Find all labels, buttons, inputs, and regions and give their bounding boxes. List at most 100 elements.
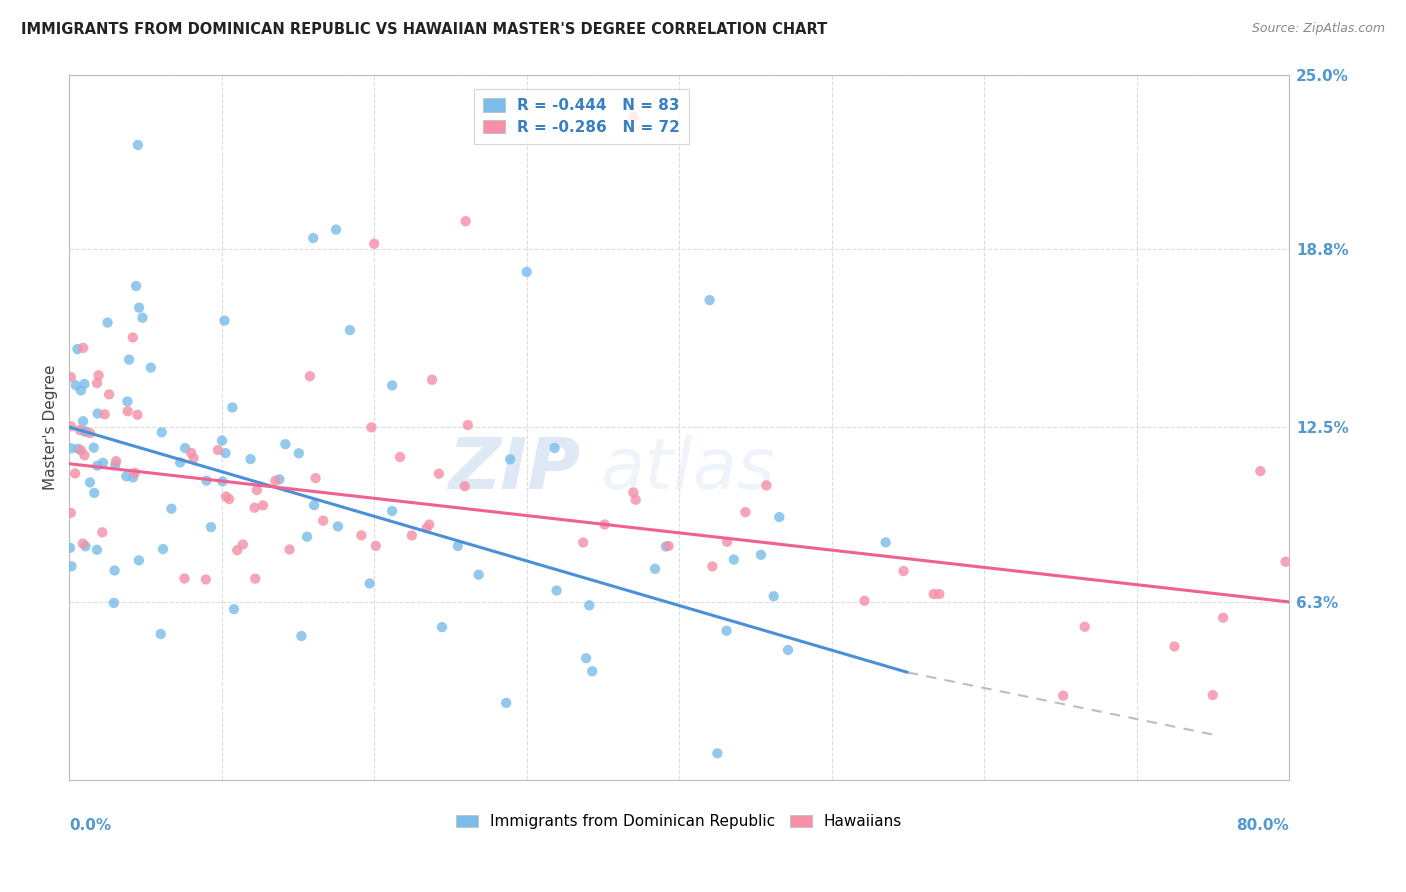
Point (418, 517, 440, 532)
Point (218, 492, 240, 507)
Point (381, 504, 404, 518)
Point (195, 474, 218, 488)
Point (1249, 464, 1271, 478)
Point (326, 519, 349, 533)
Point (427, 467, 450, 481)
Point (702, 559, 724, 574)
Point (59, 419, 82, 434)
Point (152, 542, 174, 557)
Point (245, 572, 267, 586)
Point (79, 425, 101, 440)
Point (495, 696, 517, 710)
Point (75, 425, 97, 439)
Point (131, 310, 153, 325)
Point (543, 441, 565, 455)
Point (755, 478, 778, 492)
Point (578, 599, 600, 613)
Point (194, 573, 217, 587)
Point (304, 471, 326, 485)
Point (86, 458, 108, 473)
Point (359, 576, 381, 591)
Point (1052, 689, 1074, 703)
Point (169, 455, 191, 469)
Point (1202, 688, 1225, 702)
Point (66, 442, 89, 456)
Point (66, 342, 89, 356)
Point (762, 589, 785, 603)
Point (59, 370, 82, 384)
Point (778, 643, 800, 657)
Point (83, 441, 105, 455)
Point (117, 404, 139, 418)
Point (546, 583, 568, 598)
Point (699, 293, 721, 307)
Point (104, 564, 127, 578)
Point (454, 214, 477, 228)
Point (1073, 620, 1095, 634)
Point (128, 553, 150, 567)
Point (246, 483, 269, 497)
Point (75, 539, 97, 553)
Point (624, 492, 647, 507)
Point (401, 528, 423, 542)
Point (73, 377, 96, 392)
Point (572, 535, 595, 549)
Point (325, 222, 347, 236)
Point (127, 408, 149, 422)
Point (264, 474, 287, 488)
Point (575, 651, 598, 665)
Point (79, 475, 101, 490)
Point (623, 485, 645, 500)
Point (180, 446, 202, 460)
Point (150, 425, 173, 440)
Text: atlas: atlas (600, 435, 775, 504)
Point (160, 501, 183, 516)
Point (59, 541, 82, 555)
Point (183, 451, 205, 466)
Point (288, 446, 311, 460)
Point (447, 539, 470, 553)
Point (381, 378, 404, 392)
Point (350, 528, 373, 542)
Point (127, 138, 149, 153)
Point (360, 420, 382, 434)
Point (593, 517, 616, 532)
Point (1163, 640, 1185, 654)
Point (221, 401, 243, 415)
Point (499, 452, 522, 467)
Point (1212, 610, 1234, 624)
Point (63, 467, 86, 481)
Point (922, 587, 945, 601)
Point (298, 369, 321, 384)
Point (124, 466, 146, 480)
Point (200, 520, 222, 534)
Point (723, 552, 745, 566)
Point (174, 441, 197, 455)
Point (91, 525, 114, 540)
Point (83, 486, 105, 500)
Point (117, 394, 139, 409)
Point (93, 407, 115, 421)
Point (252, 499, 274, 513)
Point (339, 323, 361, 337)
Point (716, 624, 738, 638)
Point (768, 510, 790, 524)
Point (125, 279, 148, 293)
Point (243, 500, 266, 515)
Point (215, 490, 238, 504)
Point (122, 470, 145, 484)
Point (467, 567, 489, 582)
Point (211, 434, 233, 448)
Text: Source: ZipAtlas.com: Source: ZipAtlas.com (1251, 22, 1385, 36)
Point (363, 236, 385, 251)
Point (290, 629, 312, 643)
Point (853, 594, 876, 608)
Point (274, 437, 297, 451)
Point (86, 407, 108, 421)
Point (65, 378, 87, 392)
Point (214, 446, 236, 460)
Point (420, 373, 443, 387)
Point (128, 301, 150, 315)
Point (269, 472, 291, 486)
Point (232, 537, 254, 551)
